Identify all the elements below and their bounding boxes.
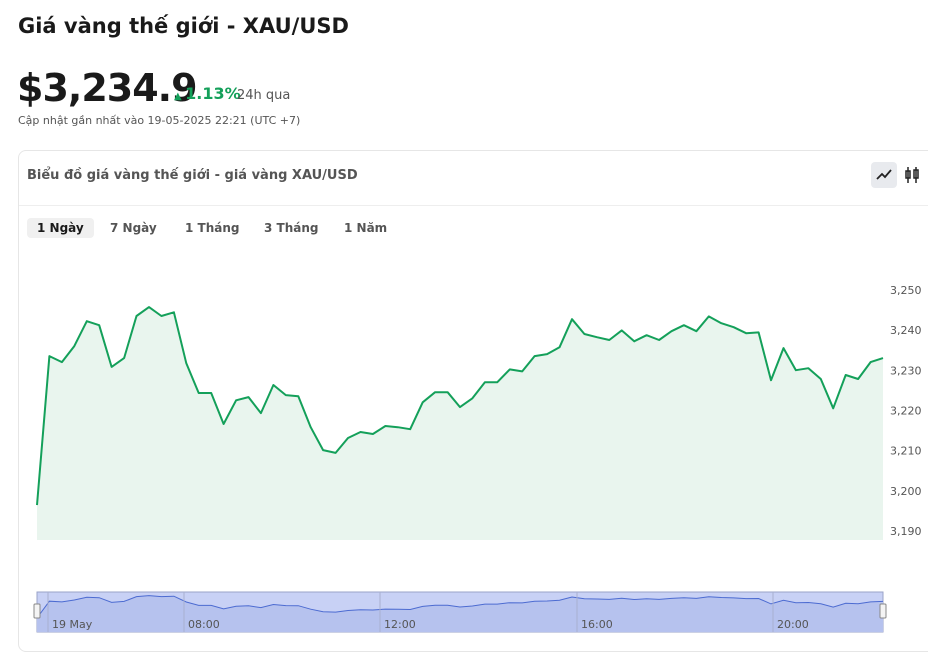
price-change: ▲ 1.13% <box>174 84 241 103</box>
navigator-label: 19 May <box>52 618 93 631</box>
range-tab[interactable]: 1 Năm <box>344 221 388 235</box>
navigator-label: 20:00 <box>777 618 809 631</box>
navigator-handle[interactable] <box>33 603 41 619</box>
y-tick-label: 3,200 <box>890 485 922 498</box>
page-title: Giá vàng thế giới - XAU/USD <box>18 14 349 38</box>
y-tick-label: 3,250 <box>890 284 922 297</box>
navigator-area <box>37 595 883 632</box>
y-tick-label: 3,210 <box>890 445 922 458</box>
divider <box>19 205 928 206</box>
area-fill <box>37 307 883 540</box>
change-value: 1.13% <box>185 84 241 103</box>
card-title: Biểu đồ giá vàng thế giới - giá vàng XAU… <box>27 168 358 183</box>
range-tab[interactable]: 3 Tháng <box>264 221 319 235</box>
line-icon <box>876 169 892 180</box>
price: $3,234.9 <box>17 66 198 110</box>
y-tick-label: 3,190 <box>890 525 922 538</box>
range-tab[interactable]: 7 Ngày <box>110 221 157 235</box>
updated-time: Cập nhật gần nhất vào 19-05-2025 22:21 (… <box>18 114 301 127</box>
range-tab[interactable]: 1 Tháng <box>185 221 240 235</box>
navigator-label: 12:00 <box>384 618 416 631</box>
y-tick-label: 3,220 <box>890 405 922 418</box>
navigator-label: 16:00 <box>581 618 613 631</box>
line-chart-button[interactable] <box>871 162 897 188</box>
price-line <box>36 306 884 506</box>
candle-icon <box>905 167 919 183</box>
change-period: 24h qua <box>237 88 291 103</box>
y-tick-label: 3,240 <box>890 324 922 337</box>
y-tick-label: 3,230 <box>890 364 922 377</box>
up-arrow: ▲ <box>174 91 186 102</box>
navigator-label: 08:00 <box>188 618 220 631</box>
navigator-line <box>36 595 884 619</box>
navigator-handle[interactable] <box>879 603 887 619</box>
candle-chart-button[interactable] <box>899 162 925 188</box>
range-tab[interactable]: 1 Ngày <box>27 218 94 238</box>
